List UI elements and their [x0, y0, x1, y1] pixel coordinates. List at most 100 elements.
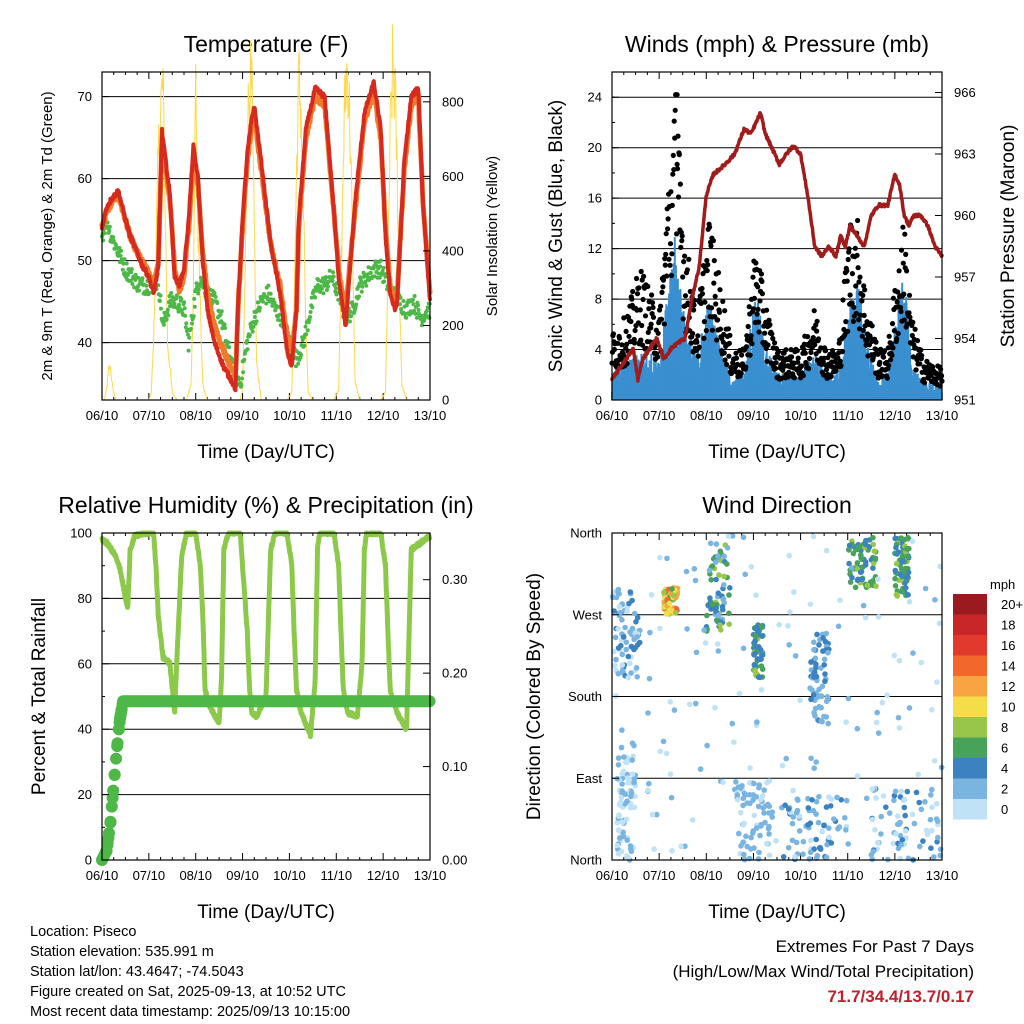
gust-point	[840, 297, 846, 303]
y2-tick-label: 960	[954, 208, 976, 223]
gust-point	[671, 118, 677, 124]
gust-point	[663, 231, 669, 237]
gust-point	[857, 312, 864, 318]
gust-point	[704, 257, 710, 264]
direction-point	[617, 835, 623, 841]
direction-point	[740, 534, 747, 541]
gust-point	[859, 333, 865, 339]
direction-point	[789, 820, 796, 827]
y-axis-label: Direction (Colored By Speed)	[524, 573, 545, 820]
direction-point	[892, 567, 899, 574]
gust-point	[624, 341, 630, 347]
direction-point	[886, 810, 893, 816]
gust-point	[670, 171, 676, 177]
direction-point	[875, 576, 881, 582]
dewpoint-point	[117, 245, 122, 250]
gust-point	[636, 285, 642, 291]
direction-point	[878, 831, 884, 837]
gust-point	[845, 256, 851, 263]
dewpoint-point	[378, 258, 383, 263]
direction-point	[715, 590, 722, 596]
gust-point	[641, 273, 647, 279]
dewpoint-point	[166, 313, 171, 318]
dewpoint-point	[165, 307, 170, 312]
gust-point	[668, 272, 675, 279]
gust-point	[753, 260, 759, 266]
direction-point	[789, 837, 796, 844]
direction-point	[623, 639, 630, 645]
direction-point	[631, 636, 637, 643]
gust-point	[846, 246, 852, 252]
dewpoint-point	[324, 288, 329, 292]
x-tick-label: 07/10	[643, 408, 676, 423]
direction-point	[899, 558, 906, 565]
direction-point	[616, 604, 623, 610]
rain-point	[114, 708, 127, 721]
rain-point	[111, 740, 124, 753]
direction-point	[792, 653, 799, 659]
direction-point	[622, 801, 628, 807]
direction-point	[811, 709, 817, 716]
pressure-series-line	[610, 111, 944, 383]
gust-point	[758, 271, 765, 277]
dewpoint-point	[194, 281, 199, 286]
direction-point	[928, 845, 934, 851]
gust-point	[725, 326, 732, 332]
direction-point	[922, 585, 929, 592]
dewpoint-point	[122, 257, 127, 262]
legend-swatch	[953, 676, 987, 697]
gust-point	[855, 217, 861, 224]
y2-tick-label: 0.10	[442, 759, 467, 774]
direction-point	[845, 695, 852, 702]
gust-point	[881, 348, 888, 354]
rain-point	[104, 815, 117, 828]
direction-point	[615, 670, 622, 677]
x-tick-label: 06/10	[86, 408, 119, 423]
dewpoint-point	[130, 281, 135, 286]
direction-point	[818, 704, 824, 711]
gust-point	[690, 330, 696, 337]
direction-point	[896, 725, 903, 731]
x-tick-label: 08/10	[690, 868, 723, 883]
y2-tick-label: 0.20	[442, 666, 467, 681]
direction-point	[838, 797, 844, 803]
direction-point	[931, 758, 938, 764]
x-tick-label: 07/10	[133, 408, 166, 423]
direction-point	[721, 553, 727, 560]
gust-point	[722, 308, 728, 314]
direction-point	[872, 556, 879, 563]
dewpoint-point	[412, 294, 417, 298]
direction-point	[627, 589, 634, 595]
dewpoint-point	[348, 319, 352, 324]
dewpoint-point	[128, 278, 133, 283]
gust-point	[619, 342, 625, 348]
direction-point	[754, 656, 761, 662]
y-tick-label: 12	[588, 241, 602, 256]
direction-point	[834, 794, 840, 801]
wind-direction-panel: Wind Direction 06/10 07/10 08/10 09/10 10/10 1…	[524, 492, 1023, 923]
direction-point	[905, 592, 911, 598]
gust-point	[913, 367, 919, 373]
gust-point	[679, 233, 685, 239]
direction-point	[786, 642, 792, 648]
rain-point	[100, 844, 113, 857]
dewpoint-point	[169, 291, 174, 295]
direction-point	[821, 656, 828, 663]
direction-point	[894, 551, 900, 557]
direction-point	[870, 534, 876, 541]
direction-point	[611, 608, 617, 614]
dewpoint-point	[145, 288, 149, 293]
gust-point	[904, 268, 910, 274]
dewpoint-point	[129, 267, 134, 272]
direction-point	[892, 583, 899, 589]
gust-point	[691, 307, 697, 313]
rain-point	[110, 752, 123, 765]
gust-point	[855, 265, 861, 271]
direction-point	[627, 660, 633, 667]
gust-point	[756, 329, 762, 335]
direction-point	[808, 696, 814, 703]
direction-point	[628, 789, 635, 796]
gust-point	[733, 350, 739, 356]
direction-point	[871, 548, 878, 554]
gust-point	[844, 278, 850, 284]
